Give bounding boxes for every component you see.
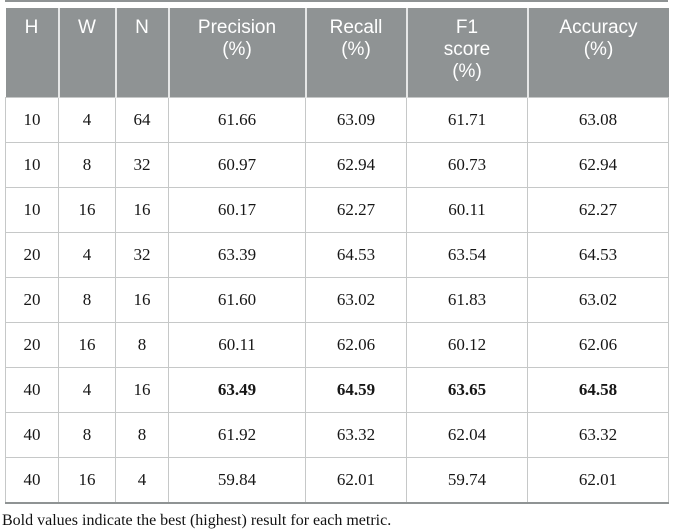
- cell-f1: 62.04: [406, 411, 528, 458]
- cell-n: 4: [115, 456, 169, 504]
- col-header-unit: (%): [222, 39, 252, 60]
- col-header-h: H: [5, 8, 59, 97]
- cell-n: 64: [115, 96, 169, 143]
- cell-n: 32: [115, 141, 169, 188]
- col-header-accuracy: Accuracy (%): [526, 8, 669, 97]
- cell-accuracy: 62.94: [527, 141, 669, 188]
- cell-w: 8: [58, 411, 116, 458]
- table-row: 40 16 4 59.84 62.01 59.74 62.01: [5, 456, 669, 504]
- col-header-w: W: [57, 8, 116, 97]
- cell-accuracy: 63.08: [527, 96, 669, 143]
- cell-recall: 62.27: [305, 186, 407, 233]
- cell-precision: 63.49: [168, 366, 306, 413]
- results-table: H W N Precision (%) Recall (%) F1: [5, 8, 669, 504]
- cell-h: 20: [5, 321, 59, 368]
- col-header-unit: (%): [452, 61, 482, 82]
- cell-recall: 63.32: [305, 411, 407, 458]
- cell-precision: 60.17: [168, 186, 306, 233]
- cell-h: 10: [5, 96, 59, 143]
- cell-w: 16: [58, 456, 116, 504]
- cell-accuracy: 64.58: [527, 366, 669, 413]
- col-header-label: score: [443, 39, 491, 60]
- col-header-unit: (%): [583, 39, 614, 60]
- table-row-best: 40 4 16 63.49 64.59 63.65 64.58: [5, 366, 669, 413]
- cell-w: 4: [58, 366, 116, 413]
- cell-h: 10: [5, 141, 59, 188]
- cell-n: 8: [115, 321, 169, 368]
- col-header-f1-score: F1 score (%): [405, 8, 528, 97]
- col-header-label: N: [135, 17, 149, 38]
- cell-w: 4: [58, 96, 116, 143]
- cell-precision: 60.11: [168, 321, 306, 368]
- col-header-unit: (%): [341, 39, 371, 60]
- col-header-label: F1: [455, 17, 479, 38]
- cell-accuracy: 62.06: [527, 321, 669, 368]
- cell-w: 16: [58, 321, 116, 368]
- table-row: 10 4 64 61.66 63.09 61.71 63.08: [5, 96, 669, 143]
- cell-accuracy: 64.53: [527, 231, 669, 278]
- table-body: 10 4 64 61.66 63.09 61.71 63.08 10 8 32 …: [5, 96, 669, 504]
- cell-precision: 60.97: [168, 141, 306, 188]
- col-header-precision: Precision (%): [167, 8, 306, 97]
- cell-precision: 61.92: [168, 411, 306, 458]
- cell-w: 16: [58, 186, 116, 233]
- table-footnote: Bold values indicate the best (highest) …: [2, 511, 392, 529]
- cell-f1: 59.74: [406, 456, 528, 504]
- cell-recall: 62.94: [305, 141, 407, 188]
- table-header-row: H W N Precision (%) Recall (%) F1: [5, 8, 669, 97]
- cell-f1: 60.12: [406, 321, 528, 368]
- cell-f1: 60.73: [406, 141, 528, 188]
- col-header-label: W: [78, 17, 96, 38]
- cell-precision: 63.39: [168, 231, 306, 278]
- cell-f1: 63.65: [406, 366, 528, 413]
- cell-f1: 60.11: [406, 186, 528, 233]
- cell-h: 20: [5, 231, 59, 278]
- cell-accuracy: 63.32: [527, 411, 669, 458]
- cell-n: 16: [115, 366, 169, 413]
- cell-recall: 62.06: [305, 321, 407, 368]
- cell-accuracy: 63.02: [527, 276, 669, 323]
- cell-f1: 63.54: [406, 231, 528, 278]
- table-row: 20 8 16 61.60 63.02 61.83 63.02: [5, 276, 669, 323]
- cell-recall: 63.02: [305, 276, 407, 323]
- table-row: 10 16 16 60.17 62.27 60.11 62.27: [5, 186, 669, 233]
- cell-h: 10: [5, 186, 59, 233]
- cell-recall: 64.53: [305, 231, 407, 278]
- table-row: 20 16 8 60.11 62.06 60.12 62.06: [5, 321, 669, 368]
- cell-f1: 61.83: [406, 276, 528, 323]
- table-row: 40 8 8 61.92 63.32 62.04 63.32: [5, 411, 669, 458]
- cell-h: 40: [5, 411, 59, 458]
- col-header-recall: Recall (%): [304, 8, 407, 97]
- cell-w: 8: [58, 141, 116, 188]
- table-top-rule: [5, 0, 668, 2]
- cell-accuracy: 62.01: [527, 456, 669, 504]
- cell-n: 8: [115, 411, 169, 458]
- cell-h: 20: [5, 276, 59, 323]
- cell-n: 16: [115, 186, 169, 233]
- cell-w: 8: [58, 276, 116, 323]
- table-row: 10 8 32 60.97 62.94 60.73 62.94: [5, 141, 669, 188]
- cell-recall: 63.09: [305, 96, 407, 143]
- col-header-label: Recall: [329, 17, 383, 38]
- cell-h: 40: [5, 456, 59, 504]
- table-row: 20 4 32 63.39 64.53 63.54 64.53: [5, 231, 669, 278]
- col-header-n: N: [114, 8, 169, 97]
- cell-recall: 62.01: [305, 456, 407, 504]
- cell-accuracy: 62.27: [527, 186, 669, 233]
- cell-recall: 64.59: [305, 366, 407, 413]
- cell-w: 4: [58, 231, 116, 278]
- col-header-label: Precision: [197, 17, 277, 38]
- cell-n: 16: [115, 276, 169, 323]
- cell-n: 32: [115, 231, 169, 278]
- cell-precision: 61.60: [168, 276, 306, 323]
- cell-f1: 61.71: [406, 96, 528, 143]
- cell-h: 40: [5, 366, 59, 413]
- col-header-label: H: [24, 17, 39, 38]
- cell-precision: 61.66: [168, 96, 306, 143]
- col-header-label: Accuracy: [559, 17, 638, 38]
- cell-precision: 59.84: [168, 456, 306, 504]
